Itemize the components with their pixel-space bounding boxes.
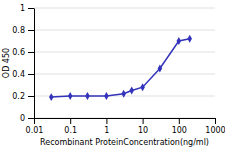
grid-line (34, 8, 215, 9)
x-tick-label: 10 (138, 126, 148, 135)
y-tick-label: 0 (20, 114, 25, 123)
y-tick-label: 0.4 (12, 70, 25, 79)
x-tick-label: 1 (104, 126, 109, 135)
y-tick-label: 0.8 (12, 26, 25, 35)
y-axis: 0 0.2 0.4 0.6 0.8 1 (12, 4, 34, 123)
y-tick: 0 (20, 114, 34, 123)
point (129, 87, 134, 95)
y-tick-label: 0.2 (12, 92, 25, 101)
x-tick-label: 0.1 (64, 126, 77, 135)
x-tick: 0.01 (26, 118, 44, 135)
point (104, 92, 109, 100)
x-tick: 1 (104, 118, 109, 135)
point (121, 90, 126, 98)
x-tick: 10 (138, 118, 148, 135)
point (49, 93, 54, 101)
x-tick-label: 100 (172, 126, 187, 135)
x-tick-mark (143, 118, 144, 124)
y-tick-mark (28, 30, 34, 31)
x-axis: 0.01 0.1 1 10 100 1000 (26, 118, 225, 135)
x-tick-mark (106, 118, 107, 124)
plot-area: 0.01 0.1 1 10 100 1000 0 0.2 0.4 0.6 0.8 1 (12, 4, 225, 135)
y-tick: 0.2 (12, 92, 34, 101)
point (68, 92, 73, 100)
y-tick-mark (28, 8, 34, 9)
y-tick-label: 1 (20, 4, 25, 13)
x-tick: 1000 (205, 118, 225, 135)
y-tick: 0.8 (12, 26, 34, 35)
x-tick-label: 0.01 (26, 126, 44, 135)
grid-line (34, 118, 215, 119)
line (51, 39, 189, 97)
x-axis-line (35, 118, 216, 119)
grid-line (34, 30, 215, 31)
x-tick-mark (215, 118, 216, 124)
point (158, 65, 163, 73)
y-tick: 0.4 (12, 70, 34, 79)
x-tick: 100 (172, 118, 187, 135)
y-tick-mark (28, 118, 34, 119)
point (85, 92, 90, 100)
y-axis-line (34, 9, 35, 119)
y-tick: 0.6 (12, 48, 34, 57)
x-tick-label: 1000 (205, 126, 225, 135)
point (187, 35, 192, 43)
grid-line (34, 74, 215, 75)
y-tick-mark (28, 96, 34, 97)
x-tick-mark (34, 118, 35, 124)
y-tick-label: 0.6 (12, 48, 25, 57)
x-tick-mark (179, 118, 180, 124)
x-tick-mark (70, 118, 71, 124)
point (177, 37, 182, 45)
y-axis-title: OD 450 (2, 48, 11, 78)
point (140, 83, 145, 91)
x-tick: 0.1 (64, 118, 77, 135)
y-tick-mark (28, 52, 34, 53)
y-tick: 1 (20, 4, 34, 13)
y-tick-mark (28, 74, 34, 75)
series (49, 35, 192, 101)
grid-line (34, 52, 215, 53)
chart: 0.01 0.1 1 10 100 1000 0 0.2 0.4 0.6 0.8 1 Recombina… (0, 0, 225, 150)
x-axis-title: Recombinant ProteinConcentration(ng/ml) (40, 138, 209, 147)
grid (34, 8, 215, 118)
